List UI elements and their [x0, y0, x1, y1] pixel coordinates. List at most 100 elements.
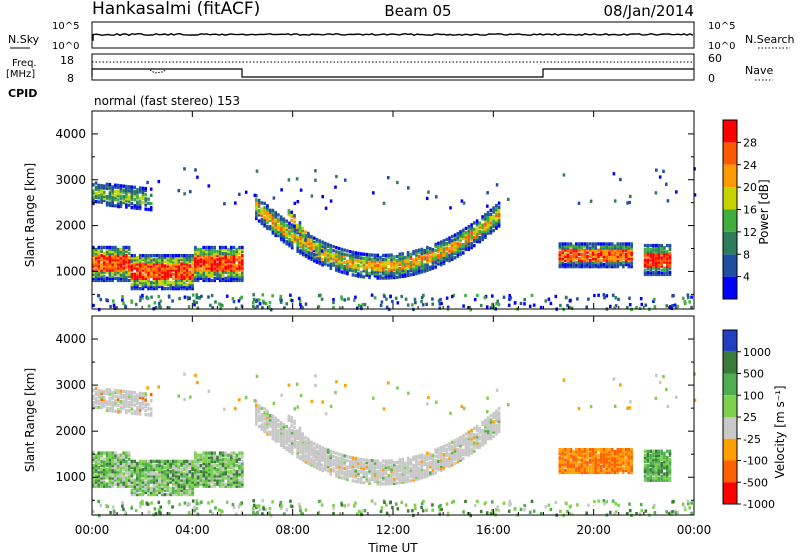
velocity-cell: [395, 466, 399, 471]
power-cell: [627, 260, 631, 265]
velocity-cell: [382, 469, 385, 474]
velocity-cell: [103, 398, 106, 402]
velocity-cell: [602, 452, 606, 456]
power-cell: [401, 274, 404, 279]
power-cell: [646, 254, 650, 258]
power-cell: [103, 258, 106, 262]
velocity-cell: [486, 426, 490, 430]
velocity-cell: [180, 488, 183, 492]
velocity-cell: [111, 476, 114, 480]
power-cell: [591, 252, 595, 256]
power-cell: [312, 245, 316, 249]
power-cell: [385, 297, 388, 301]
velocity-cell: [318, 457, 321, 461]
velocity-cell: [489, 430, 493, 434]
power-cell: [103, 264, 106, 268]
velocity-cell: [100, 451, 103, 455]
power-cell: [437, 256, 440, 260]
power-cell: [133, 272, 136, 276]
velocity-cell: [92, 403, 95, 407]
power-cell: [348, 260, 352, 264]
power-cell: [290, 237, 294, 242]
power-cell: [613, 252, 617, 256]
power-cell: [271, 217, 275, 221]
velocity-cell: [295, 429, 299, 433]
power-cell: [177, 276, 181, 280]
power-cell: [426, 250, 429, 254]
power-cell: [130, 282, 134, 287]
velocity-cell: [577, 466, 581, 470]
velocity-cell: [382, 459, 385, 463]
power-cell: [231, 297, 235, 301]
velocity-cell: [218, 468, 222, 472]
power-cell: [561, 254, 564, 258]
velocity-cell: [111, 405, 114, 409]
power-cell: [624, 262, 628, 267]
velocity-cell: [489, 428, 493, 432]
power-cell: [149, 208, 153, 212]
velocity-cell: [125, 468, 128, 472]
power-cell: [194, 270, 197, 274]
velocity-cell: [122, 480, 125, 484]
velocity-cell: [172, 465, 175, 470]
power-cell: [486, 221, 490, 225]
velocity-cell: [448, 452, 451, 456]
power-cell: [312, 242, 316, 247]
velocity-cell: [398, 476, 402, 481]
velocity-cell: [324, 466, 327, 470]
velocity-cell: [161, 470, 164, 474]
velocity-cell: [133, 409, 136, 413]
velocity-cell: [285, 447, 288, 452]
velocity-cell: [420, 472, 424, 476]
power-cell: [442, 261, 446, 266]
power-cell: [202, 258, 205, 262]
power-cell: [313, 253, 316, 257]
power-cell: [591, 244, 595, 248]
power-cell: [453, 252, 457, 256]
power-cell: [127, 251, 131, 256]
velocity-cell: [177, 488, 181, 492]
velocity-cell: [210, 459, 214, 463]
power-cell: [390, 253, 393, 257]
velocity-cell: [205, 484, 208, 488]
power-cell: [379, 257, 382, 262]
velocity-cell: [404, 463, 407, 467]
velocity-cell: [149, 470, 153, 474]
power-cell: [199, 247, 203, 252]
velocity-cell: [136, 484, 139, 488]
power-cell: [384, 257, 388, 262]
velocity-cell: [470, 437, 473, 441]
power-cell: [221, 245, 225, 250]
power-cell: [103, 278, 106, 283]
velocity-cell: [495, 428, 498, 432]
power-cell: [255, 204, 258, 208]
power-cell: [495, 214, 498, 218]
power-cell: [116, 247, 120, 252]
velocity-cell: [467, 449, 471, 453]
power-cell: [586, 244, 589, 248]
power-cell: [652, 264, 655, 268]
power-cell: [172, 260, 175, 264]
velocity-cell: [426, 468, 429, 472]
velocity-cell: [398, 468, 402, 472]
power-cell: [483, 296, 487, 300]
power-cell: [309, 235, 313, 239]
power-cell: [315, 240, 319, 244]
velocity-cell: [111, 480, 114, 484]
velocity-cell: [597, 448, 600, 452]
velocity-cell: [122, 406, 125, 410]
velocity-cell: [116, 403, 120, 407]
power-cell: [566, 244, 570, 248]
power-cell: [530, 293, 534, 298]
velocity-cell: [119, 457, 123, 461]
power-cell: [191, 258, 194, 262]
power-cell: [163, 264, 167, 268]
velocity-cell: [558, 462, 562, 466]
power-cell: [628, 296, 631, 300]
power-cell: [420, 253, 424, 258]
velocity-cell: [263, 421, 266, 425]
power-cell: [161, 270, 164, 274]
power-cell: [227, 274, 230, 278]
power-cell: [169, 268, 172, 272]
velocity-cell: [324, 449, 327, 453]
